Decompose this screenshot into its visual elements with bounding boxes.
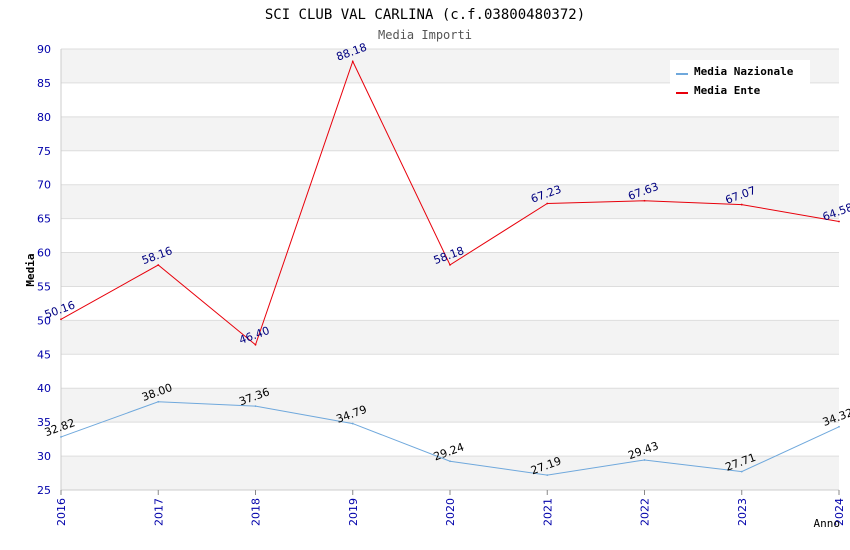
data-point [643,199,646,202]
y-tick-label: 85 [37,77,51,90]
data-point [254,343,257,346]
x-tick-label: 2021 [541,498,554,526]
y-axis-label: Media [24,253,37,286]
y-tick-label: 70 [37,179,51,192]
y-tick-label: 50 [37,314,51,327]
y-tick-label: 40 [37,382,51,395]
chart-title: SCI CLUB VAL CARLINA (c.f.03800480372) [265,7,585,23]
chart-subtitle: Media Importi [378,28,472,42]
data-point [546,474,549,477]
data-point [449,263,451,266]
data-point [449,460,451,463]
legend-label: Media Ente [694,84,761,97]
grid-band [61,252,839,287]
y-tick-label: 55 [37,280,51,293]
grid-band [61,320,839,355]
x-tick-label: 2018 [250,498,263,526]
x-tick-label: 2024 [833,498,846,526]
legend-box [670,60,810,102]
y-tick-label: 60 [37,247,51,260]
data-point [546,202,549,205]
data-point [838,425,840,428]
x-tick-label: 2022 [639,498,652,526]
data-point [740,470,743,473]
plot-area: 25 30 35 40 45 50 55 60 65 70 75 80 85 90 2016 2017 2018… [37,41,850,526]
x-tick-label: 2017 [152,498,165,526]
y-tick-label: 25 [37,484,51,497]
data-point [643,459,646,461]
data-point [254,405,257,408]
y-tick-label: 80 [37,111,51,124]
x-tick-label: 2023 [736,498,749,526]
grid-band [61,184,839,219]
y-tick-label: 30 [37,450,51,463]
x-tick-label: 2016 [55,498,68,526]
data-point [157,400,160,403]
y-tick-label: 35 [37,416,51,429]
x-axis-label: Anno [814,517,841,530]
data-point [740,203,743,206]
data-point [60,436,62,438]
data-point [838,220,840,223]
legend-label: Media Nazionale [694,65,794,78]
legend: Media Nazionale Media Ente [670,60,810,102]
data-point [60,318,62,321]
grid-band [61,116,839,151]
data-point [351,60,354,63]
x-tick-label: 2019 [347,498,360,526]
data-label: 50.16 [43,299,77,322]
x-tick-label: 2020 [444,498,457,526]
grid-band [61,388,839,423]
y-tick-label: 75 [37,145,51,158]
y-tick-label: 90 [37,43,51,56]
y-tick-label: 45 [37,348,51,361]
data-point [157,264,160,266]
data-point [351,422,354,425]
y-tick-label: 65 [37,213,51,226]
